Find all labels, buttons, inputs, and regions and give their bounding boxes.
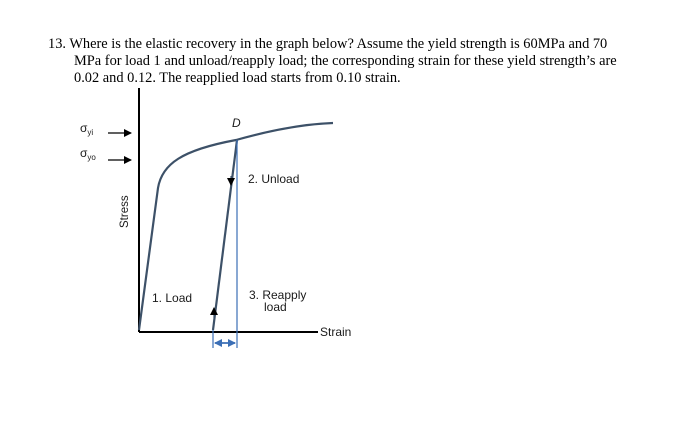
reapply-label-line2: load [264,300,287,314]
x-axis-label: Strain [320,325,351,339]
question-number: 13. [48,36,66,52]
load-curve [137,121,334,331]
point-d-label: D [232,116,241,130]
load-label: 1. Load [152,291,192,305]
reapply-label-line1: 3. Reapply [249,288,306,302]
question-line-1: 13. Where is the elastic recovery in the… [48,36,658,53]
y-axis-label: Stress [119,195,131,228]
question-line-2: MPa for load 1 and unload/reapply load; … [74,53,617,70]
question-line-1-text: Where is the elastic recovery in the gra… [69,36,608,52]
unload-line [211,139,239,331]
question-line-3: 0.02 and 0.12. The reapplied load starts… [74,70,401,87]
yield-i-label: σyi [80,121,93,137]
unload-label: 2. Unload [248,172,299,186]
question-text: 13. Where is the elastic recovery in the… [48,36,658,88]
yield-o-label: σyo [80,146,96,162]
